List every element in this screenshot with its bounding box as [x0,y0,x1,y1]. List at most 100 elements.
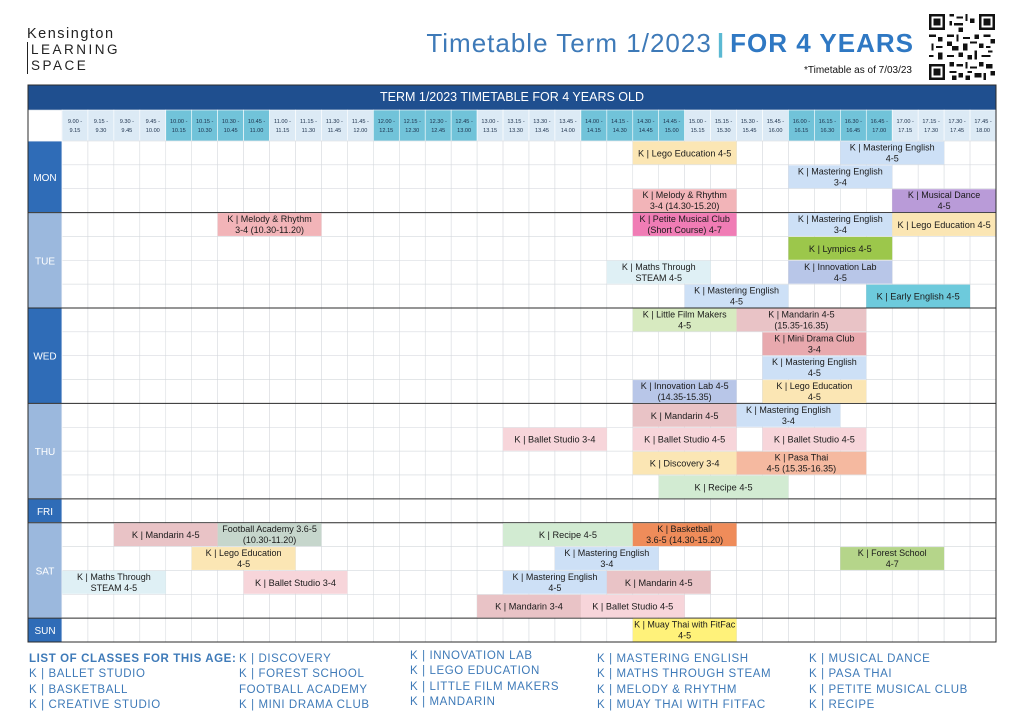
time-slot-end: 11.15 [276,128,290,134]
grid-cell [399,403,426,428]
class-list-item: K | MATHS THROUGH STEAM [597,668,772,681]
time-slot-start: 16.00 - [793,119,811,125]
class-block-bg [554,547,659,570]
grid-cell [788,283,815,309]
grid-cell [87,236,115,261]
class-list-item: K | MUSICAL DANCE [809,653,931,665]
class-block-bg [658,475,789,499]
grid-cell [243,474,270,500]
grid-cell [580,260,608,285]
grid-cell [399,212,426,237]
grid-cell [243,140,270,166]
grid-cell [295,617,322,643]
grid-cell [788,140,815,166]
class-sublabel: 4-7 [886,559,899,569]
grid-cell [866,427,893,452]
class-sublabel: 4-5 [808,368,821,378]
grid-cell [476,164,504,189]
time-slot-end: 14.45 [639,128,653,134]
grid-cell [165,283,192,309]
grid-cell [632,331,659,356]
class-label: K | Melody & Rhythm [227,214,311,224]
time-slot-header [865,109,893,142]
grid-cell [217,403,244,428]
grid-cell [269,427,296,452]
grid-cell [476,403,504,428]
time-slot-start: 9.30 - [120,119,134,125]
grid-cell [528,188,556,213]
time-slot-header [943,109,971,142]
class-label: K | Muay Thai with FitFac [634,620,736,630]
time-slot-header [139,109,167,142]
grid-cell [399,522,426,547]
grid-cell [969,236,997,261]
class-block-bg [632,189,737,213]
grid-cell [424,188,452,213]
class-list-column-2: K | DISCOVERY K | FOREST SCHOOL FOOTBALL… [239,652,370,713]
grid-cell [606,236,634,261]
time-slot-header [606,109,634,142]
grid-cell [87,474,115,500]
class-block: K | Ballet Studio 3-4 [503,427,607,451]
grid-cell [217,140,244,166]
grid-cell [61,594,89,619]
class-label: K | Mini Drama Club [774,333,854,343]
day-label: TUE [35,256,55,267]
class-sublabel: 4-5 [938,201,951,211]
time-slot-end: 11.30 [302,128,316,134]
class-label: K | Pasa Thai [775,453,829,463]
grid-cell [399,474,426,500]
grid-cell [658,164,685,189]
grid-cell [87,307,115,333]
grid-cell [866,474,893,500]
grid-cell [165,474,192,500]
grid-cell [139,140,167,166]
grid-cell [476,379,504,404]
time-slot-start: 10.15 - [196,119,214,125]
class-sublabel: 4-5 [886,154,899,164]
grid-cell [502,403,530,428]
grid-cell [528,546,556,571]
grid-cell [191,427,218,452]
grid-cell [943,522,971,547]
grid-cell [243,355,270,380]
grid-cell [554,188,582,213]
grid-cell [139,403,167,428]
grid-cell [710,260,737,285]
grid-cell [347,403,374,428]
time-slot-start: 15.45 - [767,119,785,125]
grid-cell [347,594,374,619]
time-slot-end: 10.30 [198,128,212,134]
grid-cell [399,570,426,595]
class-label: K | Ballet Studio 4-5 [592,602,673,612]
grid-cell [917,403,945,428]
grid-cell [217,474,244,500]
class-block-bg [632,308,737,332]
grid-cell [891,570,919,595]
time-slot-header [502,109,530,142]
grid-cell [295,403,322,428]
time-slot-start: 14.15 - [611,119,629,125]
class-label: K | Mandarin 4-5 [768,310,834,320]
grid-cell [217,260,244,285]
grid-cell [139,164,167,189]
grid-cell [165,594,192,619]
time-slot-header [87,109,115,142]
grid-cell [191,355,218,380]
grid-cell [840,594,867,619]
grid-cell [580,379,608,404]
grid-cell [710,594,737,619]
class-list-item: K | PETITE MUSICAL CLUB [809,683,968,696]
grid-cell [113,427,141,452]
class-list-column-5: K | MUSICAL DANCE K | PASA THAI K | PETI… [809,652,968,713]
grid-cell [762,140,789,166]
grid-cell [424,594,452,619]
grid-cell [606,403,634,428]
grid-cell [399,283,426,309]
grid-cell [269,307,296,333]
time-slot-end: 18.00 [976,128,990,134]
class-block-bg [632,451,737,475]
grid-cell [528,140,556,166]
grid-cell [969,617,997,643]
